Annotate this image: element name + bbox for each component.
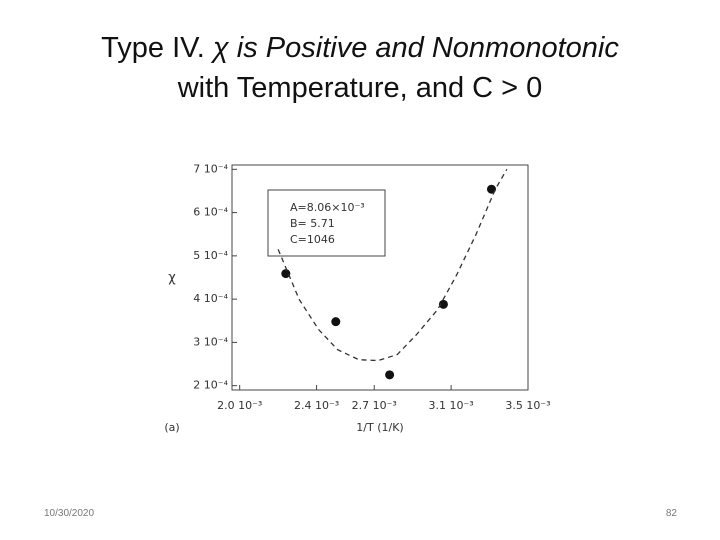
data-point <box>281 269 291 279</box>
fit-curve <box>277 169 508 362</box>
footer-date: 10/30/2020 <box>44 508 95 519</box>
y-tick-label: 7 10⁻⁴ <box>193 162 228 175</box>
annotation-text: C=1046 <box>290 233 335 246</box>
y-tick-label: 2 10⁻⁴ <box>193 379 228 392</box>
y-tick-label: 6 10⁻⁴ <box>193 206 228 219</box>
annotation-text: A=8.06×10⁻³ <box>290 201 365 214</box>
plot-frame <box>231 164 529 391</box>
y-tick-label: 5 10⁻⁴ <box>193 249 228 262</box>
panel-label: (a) <box>164 421 179 434</box>
footer-page: 82 <box>665 508 677 519</box>
data-point <box>331 317 341 327</box>
title-line2: with Temperature, and C > 0 <box>177 72 543 104</box>
slide-title: Type IV. χ is Positive and Nonmonotonic w… <box>0 28 720 108</box>
y-tick-label: 3 10⁻⁴ <box>193 335 228 348</box>
data-point <box>438 299 448 309</box>
annotation-box <box>267 189 386 257</box>
x-tick-label: 2.0 10⁻³ <box>217 399 262 412</box>
title-italic: χ is Positive and Nonmonotonic <box>212 32 619 64</box>
data-point <box>385 370 395 380</box>
x-tick-label: 2.7 10⁻³ <box>352 399 397 412</box>
x-axis-label: 1/T (1/K) <box>356 421 403 434</box>
x-tick-label: 2.4 10⁻³ <box>294 399 339 412</box>
y-tick-label: 4 10⁻⁴ <box>193 292 228 305</box>
x-tick-label: 3.5 10⁻³ <box>505 399 550 412</box>
x-tick-label: 3.1 10⁻³ <box>429 399 474 412</box>
y-axis-label: χ <box>168 271 176 286</box>
annotation-text: B= 5.71 <box>290 217 335 230</box>
title-lead: Type IV. <box>101 32 213 64</box>
